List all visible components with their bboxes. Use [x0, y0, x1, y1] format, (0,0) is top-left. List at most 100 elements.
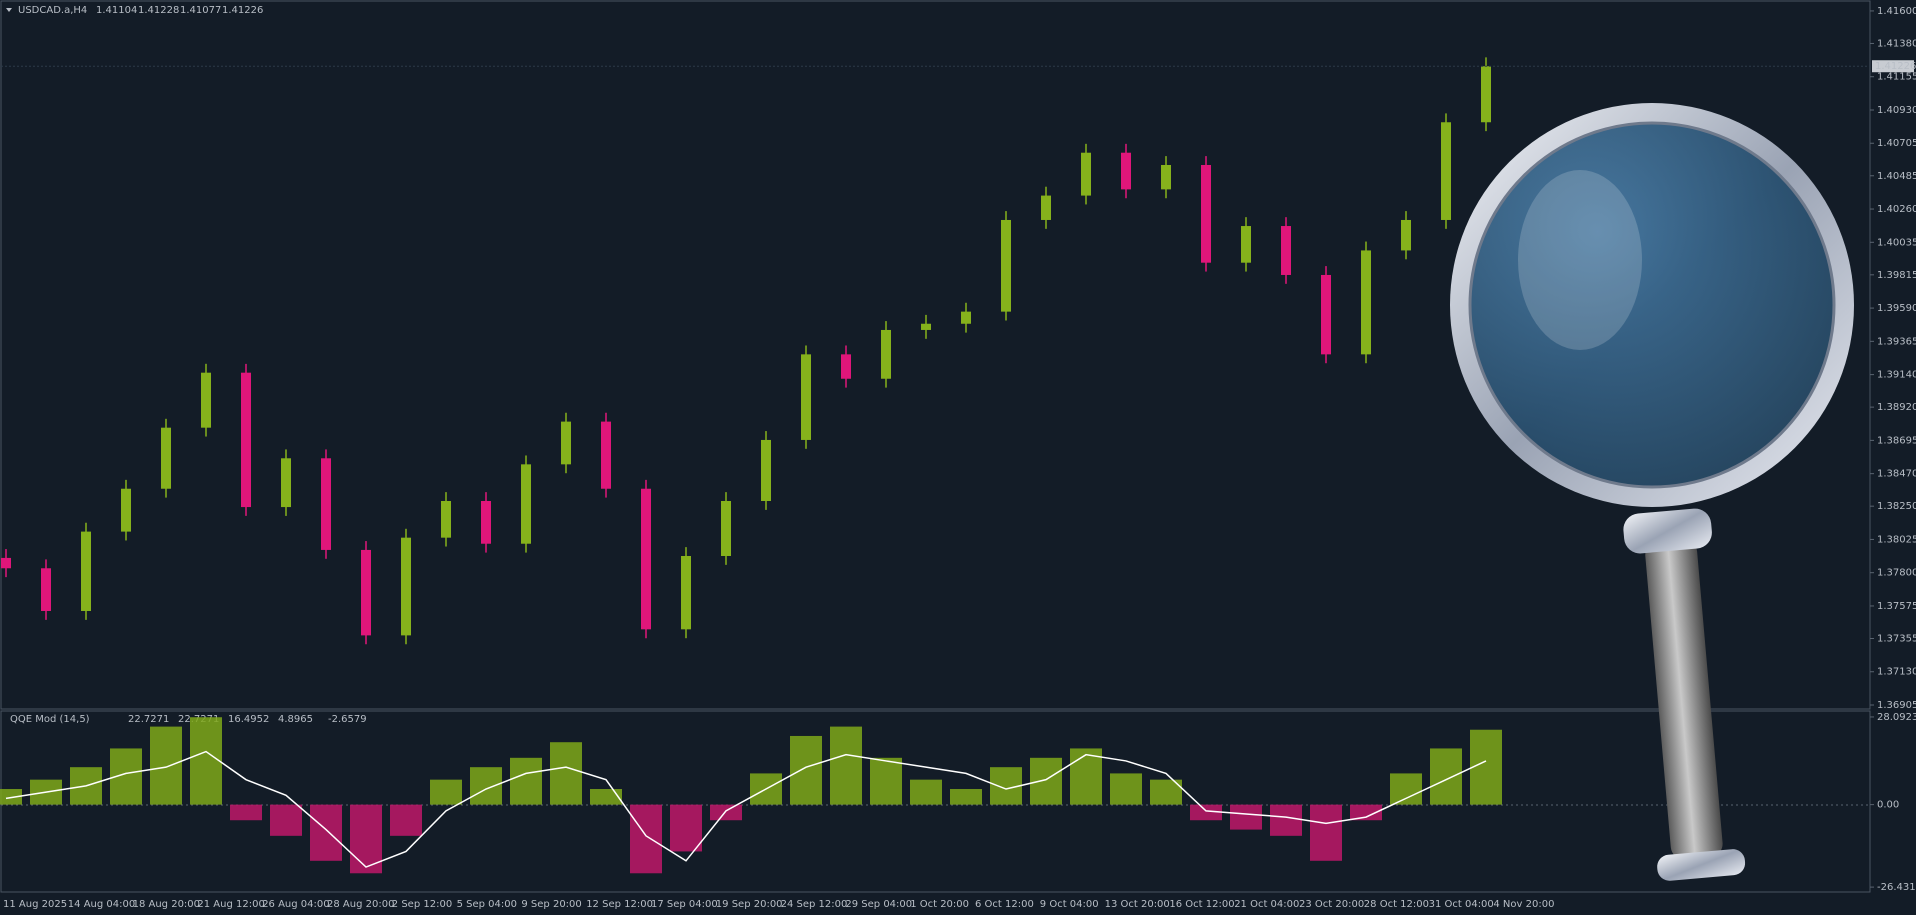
- candle-body: [1161, 164, 1171, 190]
- candle-body: [481, 501, 491, 544]
- y-tick-label: 1.38470: [1877, 469, 1916, 480]
- y-tick-label: 1.40705: [1877, 138, 1916, 149]
- y-tick-label: 1.37575: [1877, 601, 1916, 612]
- y-tick-label: 1.38250: [1877, 501, 1916, 512]
- histogram-bar: [1430, 748, 1462, 805]
- candle-body: [561, 421, 571, 465]
- x-tick-label: 4 Nov 20:00: [1493, 899, 1554, 910]
- y-tick-label: 1.37130: [1877, 667, 1916, 678]
- y-tick-label: 1.40260: [1877, 204, 1916, 215]
- candle-body: [1081, 152, 1091, 196]
- candle-body: [41, 568, 51, 611]
- magnifier: [1450, 103, 1854, 881]
- y-tick-label: 1.37800: [1877, 568, 1916, 579]
- candle-body: [361, 549, 371, 636]
- x-tick-label: 28 Aug 20:00: [327, 899, 394, 910]
- ohlc-readout: 1.41077: [180, 5, 221, 16]
- histogram-bar: [1030, 757, 1062, 805]
- histogram-bar: [470, 767, 502, 805]
- candle-body: [441, 501, 451, 538]
- candle-body: [601, 421, 611, 489]
- x-tick-label: 19 Sep 20:00: [716, 899, 783, 910]
- y-tick-label: 1.39140: [1877, 370, 1916, 381]
- y-tick-label: 1.41600: [1877, 6, 1916, 17]
- candle-body: [201, 372, 211, 428]
- histogram-bar: [0, 789, 22, 805]
- candle-body: [1441, 122, 1451, 220]
- main-panel: [0, 0, 1871, 710]
- x-tick-label: 11 Aug 2025: [3, 899, 67, 910]
- candle-body: [1, 557, 11, 569]
- candle-body: [961, 311, 971, 324]
- y-tick-label: 1.40485: [1877, 171, 1916, 182]
- candle-body: [1201, 164, 1211, 263]
- candle-body: [641, 488, 651, 630]
- histogram-bar: [1110, 773, 1142, 805]
- y-tick-label: 28.0923: [1877, 712, 1916, 723]
- candle-body: [1361, 250, 1371, 355]
- candle-body: [881, 329, 891, 379]
- histogram-bar: [910, 779, 942, 805]
- y-tick-label: 1.38025: [1877, 534, 1916, 545]
- histogram-bar: [870, 757, 902, 805]
- y-tick-label: 1.41155: [1877, 72, 1916, 83]
- magnifier-cap: [1657, 849, 1746, 881]
- candle-body: [841, 354, 851, 379]
- ohlc-readout: 1.41228: [138, 5, 179, 16]
- histogram-bar: [670, 804, 702, 852]
- x-tick-label: 26 Aug 04:00: [262, 899, 329, 910]
- x-tick-label: 5 Sep 04:00: [457, 899, 517, 910]
- candle-body: [161, 427, 171, 489]
- candle-body: [121, 488, 131, 532]
- y-tick-label: -26.431: [1877, 882, 1916, 893]
- x-tick-label: 9 Sep 20:00: [521, 899, 581, 910]
- histogram-bar: [1390, 773, 1422, 805]
- histogram-bar: [1270, 804, 1302, 836]
- ohlc-readout: 1.41104: [96, 5, 137, 16]
- candle-body: [1481, 66, 1491, 123]
- y-tick-label: 1.38920: [1877, 402, 1916, 413]
- histogram-bar: [1310, 804, 1342, 861]
- y-tick-label: 1.39365: [1877, 336, 1916, 347]
- x-tick-label: 28 Oct 12:00: [1364, 899, 1429, 910]
- candle-body: [521, 464, 531, 544]
- x-tick-label: 23 Oct 20:00: [1299, 899, 1364, 910]
- x-tick-label: 24 Sep 12:00: [781, 899, 848, 910]
- x-tick-label: 6 Oct 12:00: [975, 899, 1034, 910]
- histogram-bar: [350, 804, 382, 874]
- candle-body: [1041, 195, 1051, 220]
- histogram-bar: [1190, 804, 1222, 821]
- candle-body: [1121, 152, 1131, 190]
- x-tick-label: 21 Oct 04:00: [1234, 899, 1299, 910]
- indicator-title: QQE Mod (14,5): [10, 714, 90, 725]
- candle-body: [721, 501, 731, 556]
- histogram-bar: [310, 804, 342, 861]
- histogram-bar: [1350, 804, 1382, 821]
- histogram-bar: [550, 742, 582, 805]
- candle-body: [281, 458, 291, 508]
- ohlc-readout: 1.41226: [222, 5, 263, 16]
- y-tick-label: 1.37355: [1877, 633, 1916, 644]
- symbol: USDCAD.a,H4: [18, 5, 87, 16]
- x-tick-label: 1 Oct 20:00: [910, 899, 969, 910]
- candle-body: [81, 531, 91, 611]
- y-tick-label: 1.40035: [1877, 237, 1916, 248]
- histogram-bar: [1230, 804, 1262, 830]
- candle-body: [241, 372, 251, 508]
- indicator-readout: 4.8965: [278, 714, 313, 725]
- y-tick-label: 1.40930: [1877, 105, 1916, 116]
- candle-body: [1001, 219, 1011, 312]
- candle-body: [801, 354, 811, 440]
- price-tag-label: 1.41226: [1875, 61, 1916, 72]
- histogram-bar: [630, 804, 662, 874]
- candle-body: [401, 537, 411, 636]
- qqe-line: [5, 750, 1487, 868]
- x-tick-label: 17 Sep 04:00: [651, 899, 718, 910]
- histogram-bar: [270, 804, 302, 836]
- lens-glare: [1518, 170, 1642, 350]
- x-tick-label: 21 Aug 12:00: [197, 899, 264, 910]
- y-tick-label: 0.00: [1877, 800, 1899, 811]
- candle-body: [1401, 219, 1411, 251]
- histogram-bar: [830, 726, 862, 805]
